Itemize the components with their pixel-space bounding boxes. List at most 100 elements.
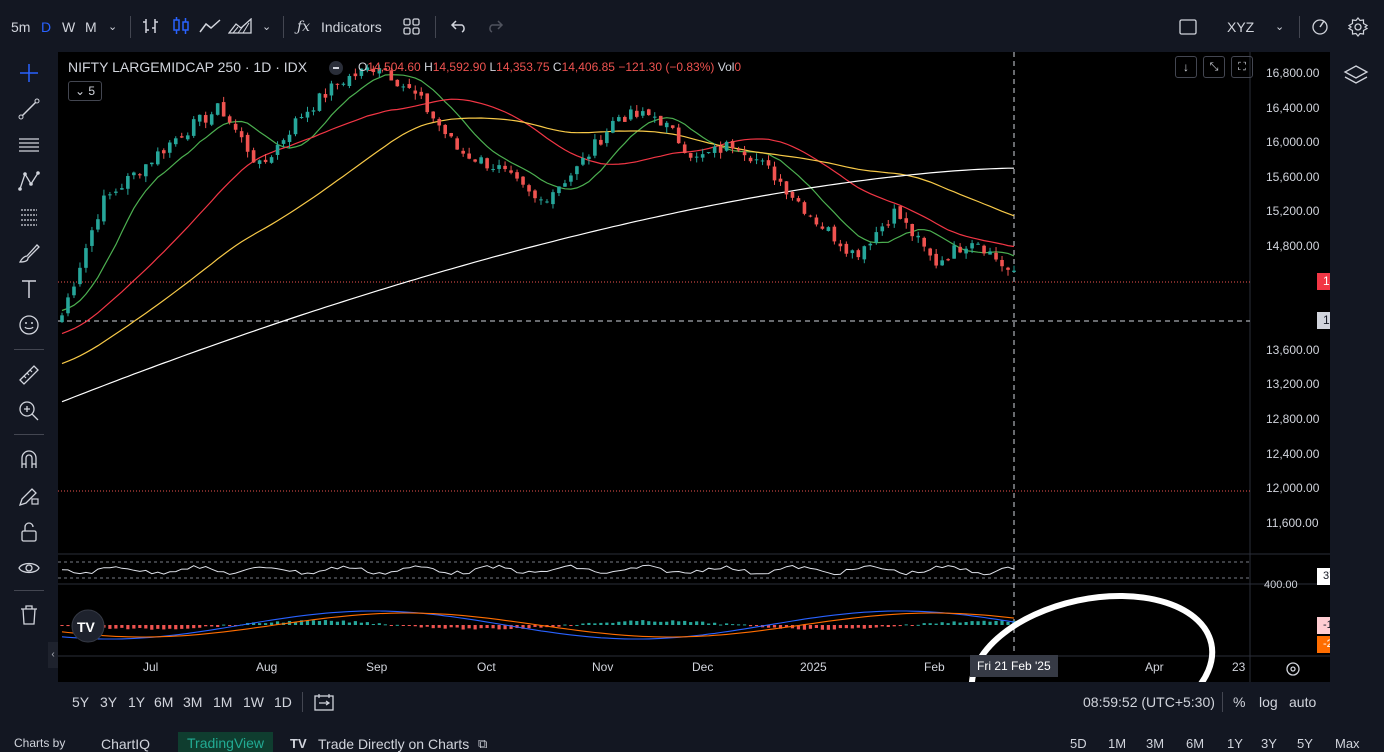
- range-1y[interactable]: 1Y: [128, 694, 146, 710]
- lock-tool[interactable]: [14, 517, 44, 547]
- percent-scale-toggle[interactable]: %: [1233, 694, 1246, 710]
- undo-icon[interactable]: [450, 19, 468, 33]
- macd-histogram-bar: [144, 625, 148, 629]
- macd-histogram-bar: [575, 624, 579, 626]
- auto-scale-toggle[interactable]: auto: [1289, 694, 1317, 710]
- macd-histogram-bar: [766, 625, 771, 628]
- candle-body: [640, 111, 645, 116]
- footer-range-1y[interactable]: 1Y: [1227, 736, 1243, 751]
- chartiq-tab[interactable]: ChartIQ: [101, 736, 151, 752]
- log-scale-toggle[interactable]: log: [1259, 694, 1278, 710]
- calendar-range-icon[interactable]: [314, 693, 334, 711]
- crosshair-tool[interactable]: [14, 58, 44, 88]
- range-6m[interactable]: 6M: [154, 694, 174, 710]
- brush-tool[interactable]: [14, 238, 44, 268]
- footer-range-max[interactable]: Max: [1335, 736, 1360, 751]
- candle-body: [251, 150, 256, 163]
- divider: [435, 16, 436, 38]
- interval-5m[interactable]: 5m: [11, 19, 31, 35]
- macd-histogram-bar: [401, 625, 405, 626]
- range-1d[interactable]: 1D: [274, 694, 292, 710]
- interval-w[interactable]: W: [62, 19, 76, 35]
- chevron-down-icon[interactable]: ⌄: [1275, 21, 1285, 33]
- fullscreen-box-icon[interactable]: [1179, 18, 1197, 36]
- footer-range-3y[interactable]: 3Y: [1261, 736, 1277, 751]
- clock-timezone[interactable]: 08:59:52 (UTC+5:30): [1083, 694, 1215, 710]
- arrow-down-icon[interactable]: ↓: [1175, 56, 1197, 78]
- time-label-sep: Sep: [366, 660, 388, 674]
- chevron-down-icon[interactable]: ⌄: [108, 21, 118, 33]
- redo-icon[interactable]: [486, 19, 504, 33]
- emoji-tool[interactable]: [14, 310, 44, 340]
- layout-grid-icon[interactable]: [403, 18, 420, 35]
- candle-body: [407, 84, 412, 88]
- footer-range-6m[interactable]: 6M: [1186, 736, 1205, 751]
- footer-range-1m[interactable]: 1M: [1108, 736, 1127, 751]
- zoom-tool[interactable]: [14, 396, 44, 426]
- symbol-select[interactable]: XYZ: [1227, 19, 1255, 35]
- pattern-icon: [18, 171, 40, 191]
- candles-icon[interactable]: [172, 16, 190, 36]
- macd-histogram-bar: [653, 621, 657, 625]
- range-3y[interactable]: 3Y: [100, 694, 118, 710]
- macd-histogram-bar: [353, 621, 357, 625]
- range-5y[interactable]: 5Y: [72, 694, 90, 710]
- pattern-tool[interactable]: [14, 166, 44, 196]
- price-chart[interactable]: TV: [58, 52, 1330, 682]
- collapse-toolbar-icon[interactable]: ‹: [48, 642, 58, 668]
- candle-body: [347, 75, 352, 87]
- indicators-button[interactable]: Indicators: [321, 19, 382, 35]
- chart-pane[interactable]: TV NIFTY LARGEMIDCAP 250 · 1D · IDX O14,…: [58, 52, 1330, 682]
- tradingview-tab[interactable]: TradingView: [178, 732, 274, 752]
- footer-range-3m[interactable]: 3M: [1146, 736, 1165, 751]
- candle-body: [976, 243, 980, 245]
- time-label-2025: 2025: [800, 660, 827, 674]
- candle-body: [898, 206, 903, 219]
- text-tool[interactable]: [14, 274, 44, 304]
- candle-body: [120, 188, 124, 190]
- bar-chart-icon[interactable]: [142, 17, 160, 35]
- macd-histogram-bar: [641, 620, 645, 625]
- delete-tool[interactable]: [14, 600, 44, 630]
- settings-gear-icon[interactable]: [1284, 660, 1302, 678]
- candle-body: [856, 250, 861, 258]
- magnet-tool[interactable]: [14, 445, 44, 475]
- area-chart-icon[interactable]: [228, 18, 252, 34]
- range-3m[interactable]: 3M: [183, 694, 203, 710]
- interval-d[interactable]: D: [41, 19, 52, 35]
- horizontal-lines-tool[interactable]: [14, 130, 44, 160]
- chevron-down-icon[interactable]: ⌄: [262, 21, 272, 33]
- market-status-icon[interactable]: [329, 61, 343, 75]
- ruler-tool[interactable]: [14, 360, 44, 390]
- line-chart-icon[interactable]: [199, 18, 221, 34]
- speed-icon[interactable]: [1311, 17, 1329, 35]
- layers-icon[interactable]: [1343, 64, 1369, 88]
- gear-icon[interactable]: [1348, 17, 1368, 37]
- tradingview-logo[interactable]: [71, 609, 105, 643]
- time-label-jul: Jul: [143, 660, 159, 674]
- range-1w[interactable]: 1W: [243, 694, 264, 710]
- footer-range-5y[interactable]: 5Y: [1297, 736, 1313, 751]
- external-link-icon[interactable]: ⧉: [478, 736, 488, 751]
- symbol-title[interactable]: NIFTY LARGEMIDCAP 250 · 1D · IDX: [68, 59, 308, 75]
- macd-histogram-bar: [862, 625, 866, 629]
- drawing-toolbar: ‹: [0, 52, 58, 682]
- footer-range-5d[interactable]: 5D: [1070, 736, 1087, 751]
- stay-drawing-tool[interactable]: [14, 481, 44, 511]
- collapse-icon[interactable]: ⤡: [1203, 56, 1225, 78]
- trendline-tool[interactable]: [14, 94, 44, 124]
- interval-m[interactable]: M: [85, 19, 97, 35]
- range-1m[interactable]: 1M: [213, 694, 233, 710]
- candle-body: [521, 176, 525, 185]
- hide-tool[interactable]: [14, 553, 44, 583]
- indicators-toggle[interactable]: ⌄ 5: [68, 81, 103, 101]
- fx-icon[interactable]: ƒx: [297, 19, 311, 35]
- trade-directly-link[interactable]: Trade Directly on Charts: [318, 736, 470, 752]
- rsi-polyline: [61, 564, 1015, 576]
- candle-body: [958, 246, 962, 253]
- candle-body: [922, 237, 926, 247]
- maximize-icon[interactable]: ⛶: [1231, 56, 1253, 78]
- fib-tool[interactable]: [14, 202, 44, 232]
- candle-body: [191, 119, 196, 136]
- macd-histogram-bar: [174, 625, 178, 630]
